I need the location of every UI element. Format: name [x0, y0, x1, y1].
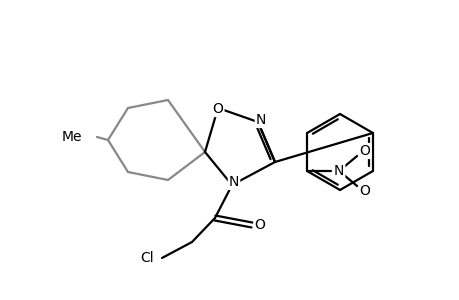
- Text: O: O: [359, 184, 369, 198]
- Text: O: O: [254, 218, 265, 232]
- Text: N: N: [333, 164, 343, 178]
- Text: N: N: [255, 113, 266, 127]
- Text: N: N: [228, 175, 239, 189]
- Text: O: O: [212, 102, 223, 116]
- Text: O: O: [359, 144, 369, 158]
- Text: Me: Me: [62, 130, 82, 144]
- Text: Cl: Cl: [140, 251, 154, 265]
